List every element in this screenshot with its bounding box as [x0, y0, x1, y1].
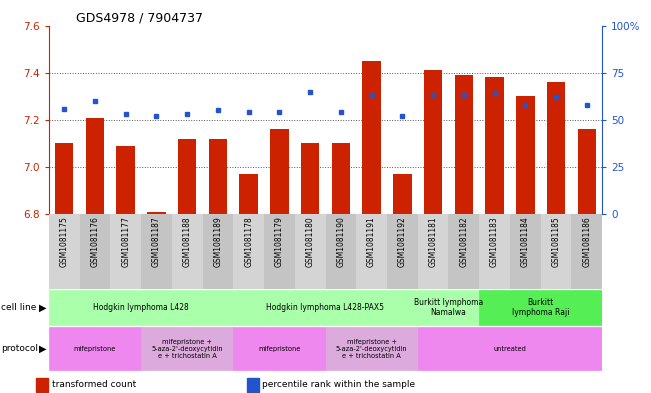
Text: GSM1081183: GSM1081183 [490, 217, 499, 267]
Bar [141, 214, 172, 289]
Bar [301, 143, 320, 214]
Text: GSM1081177: GSM1081177 [121, 217, 130, 267]
Bar [247, 378, 259, 392]
FancyBboxPatch shape [233, 327, 326, 371]
Text: GSM1081181: GSM1081181 [428, 217, 437, 267]
Text: GSM1081191: GSM1081191 [367, 217, 376, 267]
Bar [110, 214, 141, 289]
Bar [233, 214, 264, 289]
Text: Burkitt lymphoma
Namalwa: Burkitt lymphoma Namalwa [414, 298, 483, 317]
Text: GSM1081182: GSM1081182 [460, 217, 468, 267]
Text: cell line: cell line [1, 303, 36, 312]
Bar [547, 82, 565, 214]
Bar [147, 212, 165, 214]
Bar [393, 174, 411, 214]
Bar [178, 139, 197, 214]
Text: mifepristone +
5-aza-2'-deoxycytidin
e + trichostatin A: mifepristone + 5-aza-2'-deoxycytidin e +… [151, 339, 223, 359]
FancyBboxPatch shape [49, 290, 233, 325]
Bar [424, 70, 442, 214]
Text: protocol: protocol [1, 344, 38, 353]
Bar [449, 214, 479, 289]
FancyBboxPatch shape [326, 327, 418, 371]
Bar [326, 214, 356, 289]
Text: ▶: ▶ [39, 344, 47, 354]
Text: GSM1081189: GSM1081189 [214, 217, 223, 267]
Bar [49, 214, 79, 289]
Bar [387, 214, 418, 289]
Text: GSM1081185: GSM1081185 [551, 217, 561, 267]
Bar [202, 214, 233, 289]
Text: transformed count: transformed count [52, 380, 136, 389]
Text: GSM1081186: GSM1081186 [582, 217, 591, 267]
Text: GSM1081175: GSM1081175 [60, 217, 69, 267]
Bar [270, 129, 288, 214]
Bar [55, 143, 74, 214]
Bar [479, 214, 510, 289]
Text: GSM1081184: GSM1081184 [521, 217, 530, 267]
Text: GSM1081192: GSM1081192 [398, 217, 407, 267]
Text: Hodgkin lymphoma L428-PAX5: Hodgkin lymphoma L428-PAX5 [266, 303, 385, 312]
Bar [117, 146, 135, 214]
Bar [454, 75, 473, 214]
Bar [36, 378, 48, 392]
FancyBboxPatch shape [418, 290, 479, 325]
Bar [418, 214, 449, 289]
Bar [577, 129, 596, 214]
Bar [516, 96, 534, 214]
FancyBboxPatch shape [141, 327, 233, 371]
Bar [331, 143, 350, 214]
Bar [264, 214, 295, 289]
Text: Burkitt
lymphoma Raji: Burkitt lymphoma Raji [512, 298, 570, 317]
Text: ▶: ▶ [39, 303, 47, 312]
Bar [486, 77, 504, 214]
Text: GSM1081180: GSM1081180 [305, 217, 314, 267]
Text: Hodgkin lymphoma L428: Hodgkin lymphoma L428 [93, 303, 189, 312]
Bar [572, 214, 602, 289]
Text: percentile rank within the sample: percentile rank within the sample [262, 380, 415, 389]
Bar [541, 214, 572, 289]
Text: mifepristone: mifepristone [74, 346, 116, 352]
FancyBboxPatch shape [49, 327, 141, 371]
Text: GSM1081190: GSM1081190 [337, 217, 346, 267]
Text: GSM1081178: GSM1081178 [244, 217, 253, 267]
Bar [240, 174, 258, 214]
Text: mifepristone +
5-aza-2'-deoxycytidin
e + trichostatin A: mifepristone + 5-aza-2'-deoxycytidin e +… [336, 339, 408, 359]
Text: GSM1081176: GSM1081176 [90, 217, 100, 267]
Text: GSM1081179: GSM1081179 [275, 217, 284, 267]
FancyBboxPatch shape [479, 290, 602, 325]
Bar [86, 118, 104, 214]
FancyBboxPatch shape [233, 290, 418, 325]
Bar [209, 139, 227, 214]
Bar [79, 214, 110, 289]
Bar [510, 214, 541, 289]
FancyBboxPatch shape [418, 327, 602, 371]
Text: GSM1081187: GSM1081187 [152, 217, 161, 267]
Bar [356, 214, 387, 289]
Text: untreated: untreated [493, 346, 527, 352]
Text: mifepristone: mifepristone [258, 346, 301, 352]
Bar [363, 61, 381, 214]
Text: GSM1081188: GSM1081188 [183, 217, 191, 267]
Text: GDS4978 / 7904737: GDS4978 / 7904737 [77, 11, 204, 24]
Bar [172, 214, 202, 289]
Bar [295, 214, 326, 289]
